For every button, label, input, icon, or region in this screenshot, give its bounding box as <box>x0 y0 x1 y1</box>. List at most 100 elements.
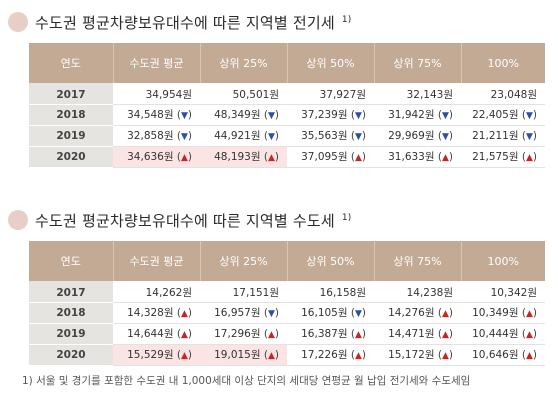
value-cell: 32,143원 <box>374 83 461 105</box>
table-row: 2020 34,636원 (▲) 48,193원 (▲) 37,095원 (▲) 31,… <box>29 146 545 168</box>
up-triangle-icon: ▲ <box>525 309 533 319</box>
trend-down-icon: (▼) <box>347 130 366 142</box>
value-cell: 10,342원 <box>461 281 545 303</box>
cell-value: 16,387원 <box>301 328 348 340</box>
trend-up-icon: (▲) <box>173 349 192 361</box>
trend-down-icon: (▼) <box>347 109 366 121</box>
table-row: 2020 15,529원 (▲) 19,015원 (▲) 17,226원 (▲) 15,… <box>29 344 545 366</box>
cell-value: 21,211원 <box>472 130 519 142</box>
trend-up-icon: (▲) <box>518 328 537 340</box>
trend-up-icon: (▲) <box>173 307 192 319</box>
cell-value: 10,342원 <box>490 287 537 300</box>
up-triangle-icon: ▲ <box>180 153 188 163</box>
value-cell: 34,954원 <box>113 83 200 105</box>
header-100: 100% <box>461 241 545 281</box>
down-triangle-icon: ▼ <box>354 132 362 142</box>
trend-down-icon: (▼) <box>260 307 279 319</box>
value-cell: 16,105원 (▼) <box>287 302 374 324</box>
down-triangle-icon: ▼ <box>267 309 275 319</box>
up-triangle-icon: ▲ <box>441 330 449 340</box>
trend-up-icon: (▲) <box>347 349 366 361</box>
section-title-row: 수도권 평균차량보유대수에 따른 지역별 수도세 1) <box>8 208 351 232</box>
value-cell: 37,927원 <box>287 83 374 105</box>
up-triangle-icon: ▲ <box>180 309 188 319</box>
table-row: 2018 34,548원 (▼) 48,349원 (▼) 37,239원 (▼) 31,… <box>29 104 545 126</box>
value-cell: 34,636원 (▲) <box>113 146 200 168</box>
year-cell: 2018 <box>29 104 113 126</box>
cell-value: 10,349원 <box>472 307 519 319</box>
cell-value: 37,239원 <box>301 109 348 121</box>
trend-up-icon: (▲) <box>518 151 537 163</box>
trend-up-icon: (▲) <box>173 328 192 340</box>
cell-value: 44,921원 <box>214 130 261 142</box>
cell-value: 19,015원 <box>214 349 261 361</box>
cell-value: 31,633원 <box>388 151 435 163</box>
trend-down-icon: (▼) <box>347 307 366 319</box>
down-triangle-icon: ▼ <box>267 111 275 121</box>
down-triangle-icon: ▼ <box>180 132 188 142</box>
value-cell: 35,563원 (▼) <box>287 125 374 147</box>
value-cell: 48,193원 (▲) <box>200 146 287 168</box>
cell-value: 37,927원 <box>319 89 366 102</box>
header-metro-average: 수도권 평균 <box>113 241 201 281</box>
header-top-75: 상위 75% <box>374 43 462 83</box>
year-cell: 2018 <box>29 302 113 324</box>
table-header-row: 연도 수도권 평균 상위 25% 상위 50% 상위 75% 100% <box>29 43 545 83</box>
table-row: 2019 32,858원 (▼) 44,921원 (▼) 35,563원 (▼) 29,… <box>29 125 545 147</box>
value-cell: 16,158원 <box>287 281 374 303</box>
value-cell: 31,942원 (▼) <box>374 104 461 126</box>
cell-value: 16,158원 <box>319 287 366 300</box>
down-triangle-icon: ▼ <box>354 309 362 319</box>
value-cell: 15,529원 (▲) <box>113 344 200 366</box>
value-cell: 16,957원 (▼) <box>200 302 287 324</box>
section-title: 수도권 평균차량보유대수에 따른 지역별 수도세 1) <box>35 211 352 230</box>
trend-up-icon: (▲) <box>434 307 453 319</box>
value-cell: 23,048원 <box>461 83 545 105</box>
cell-value: 10,646원 <box>472 349 519 361</box>
header-top-25: 상위 25% <box>200 43 288 83</box>
cell-value: 17,296원 <box>214 328 261 340</box>
electricity-table: 연도 수도권 평균 상위 25% 상위 50% 상위 75% 100% 2017… <box>29 43 545 168</box>
value-cell: 50,501원 <box>200 83 287 105</box>
trend-up-icon: (▲) <box>260 349 279 361</box>
trend-down-icon: (▼) <box>434 130 453 142</box>
trend-up-icon: (▲) <box>173 151 192 163</box>
down-triangle-icon: ▼ <box>525 111 533 121</box>
circle-bullet-icon <box>8 12 28 32</box>
trend-down-icon: (▼) <box>173 109 192 121</box>
value-cell: 48,349원 (▼) <box>200 104 287 126</box>
cell-value: 15,172원 <box>388 349 435 361</box>
table-row: 2017 14,262원 17,151원 16,158원 14,238원 10,342원 <box>29 281 545 303</box>
value-cell: 44,921원 (▼) <box>200 125 287 147</box>
footnote: 1) 서울 및 경기를 포함한 수도권 내 1,000세대 이상 단지의 세대당… <box>22 375 471 387</box>
trend-down-icon: (▼) <box>434 109 453 121</box>
cell-value: 48,193원 <box>214 151 261 163</box>
cell-value: 29,969원 <box>388 130 435 142</box>
up-triangle-icon: ▲ <box>525 351 533 361</box>
up-triangle-icon: ▲ <box>267 153 275 163</box>
up-triangle-icon: ▲ <box>180 351 188 361</box>
value-cell: 37,239원 (▼) <box>287 104 374 126</box>
up-triangle-icon: ▲ <box>354 153 362 163</box>
trend-up-icon: (▲) <box>347 328 366 340</box>
value-cell: 17,296원 (▲) <box>200 323 287 345</box>
cell-value: 48,349원 <box>214 109 261 121</box>
up-triangle-icon: ▲ <box>267 330 275 340</box>
value-cell: 10,646원 (▲) <box>461 344 545 366</box>
year-cell: 2020 <box>29 146 113 168</box>
cell-value: 34,636원 <box>127 151 174 163</box>
value-cell: 10,444원 (▲) <box>461 323 545 345</box>
trend-down-icon: (▼) <box>518 109 537 121</box>
table-header-row: 연도 수도권 평균 상위 25% 상위 50% 상위 75% 100% <box>29 241 545 281</box>
value-cell: 21,211원 (▼) <box>461 125 545 147</box>
trend-up-icon: (▲) <box>260 328 279 340</box>
cell-value: 35,563원 <box>301 130 348 142</box>
value-cell: 16,387원 (▲) <box>287 323 374 345</box>
trend-down-icon: (▼) <box>173 130 192 142</box>
up-triangle-icon: ▲ <box>441 351 449 361</box>
cell-value: 22,405원 <box>472 109 519 121</box>
cell-value: 10,444원 <box>472 328 519 340</box>
header-top-50: 상위 50% <box>287 43 375 83</box>
down-triangle-icon: ▼ <box>441 132 449 142</box>
header-metro-average: 수도권 평균 <box>113 43 201 83</box>
